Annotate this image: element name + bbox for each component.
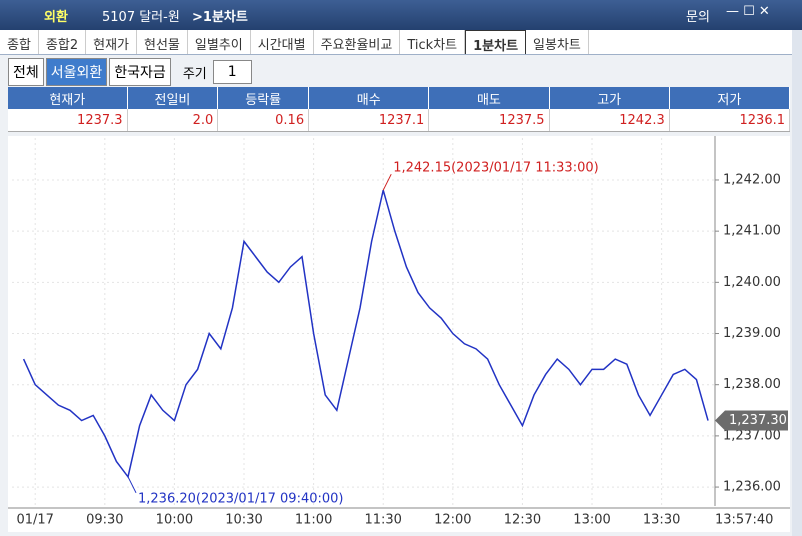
value-cell: 1237.5 <box>428 109 550 132</box>
tab[interactable]: 현재가 <box>86 30 138 54</box>
price-line <box>22 190 709 479</box>
y-tick-label: 1,238.00 <box>723 377 781 392</box>
y-tick-label: 1,237.00 <box>723 428 781 443</box>
header-cell: 매수 <box>308 87 430 109</box>
price-tag <box>715 410 788 431</box>
price-chart: 1,236.00 1,237.00 1,238.00 1,239.00 1,240.00… <box>8 136 790 532</box>
tab[interactable]: 시간대별 <box>251 30 314 54</box>
header-cell: 현재가 <box>8 87 128 109</box>
tab[interactable]: 주요환율비교 <box>314 30 401 54</box>
tab[interactable]: 1분차트 <box>465 30 527 54</box>
quote-table: 현재가 전일비 등락률 매수 매도 고가 저가 1237.3 2.0 0.16 1237.1 1237… <box>8 87 791 132</box>
tab[interactable]: Tick차트 <box>400 30 466 54</box>
x-tick-label: 10:00 <box>156 513 193 528</box>
title-bar: 외환 5107 달러-원 >1분차트 문의 — ☐ ✕ <box>0 0 802 30</box>
x-tick-label: 12:00 <box>434 513 471 528</box>
filter-button[interactable]: 전체 <box>8 58 44 86</box>
filter-bar: 전체 서울외환 한국자금 주기 1 <box>8 58 252 86</box>
x-tick-label: 10:30 <box>225 513 262 528</box>
filter-button[interactable]: 서울외환 <box>45 58 108 86</box>
value-cell: 1237.3 <box>8 109 128 132</box>
code: 5107 달러-원 <box>102 10 180 25</box>
value-cell: 1242.3 <box>549 109 670 132</box>
value-cell: 1237.1 <box>308 109 430 132</box>
window-controls[interactable]: — ☐ ✕ <box>726 4 770 19</box>
x-tick-label: 11:30 <box>364 513 401 528</box>
tab[interactable]: 일별추이 <box>188 30 251 54</box>
x-tick-label: 13:30 <box>643 513 680 528</box>
tab[interactable]: 종합2 <box>39 30 87 54</box>
scroll-strip <box>792 30 802 536</box>
x-tick-label: 09:30 <box>86 513 123 528</box>
last-time: 13:57:40 <box>715 513 773 528</box>
value-cell: 2.0 <box>127 109 219 132</box>
market: 외환 <box>44 10 68 25</box>
header-cell: 고가 <box>549 87 670 109</box>
header-cell: 등락률 <box>217 87 310 109</box>
price-tag-label: 1,237.30 <box>729 413 787 428</box>
annotation-arrow <box>127 476 137 494</box>
filter-button[interactable]: 한국자금 <box>109 58 171 86</box>
period-label: 주기 <box>182 66 207 82</box>
screen-name: >1분차트 <box>192 10 248 25</box>
tab-bar: 종합 종합2 현재가 현선물 일별추이 시간대별 주요환율비교 Tick차트 1분차트 일봉차트 <box>0 30 802 55</box>
tab[interactable]: 일봉차트 <box>526 30 589 54</box>
x-tick-label: 11:00 <box>295 513 332 528</box>
annotation: 1,242.15(2023/01/17 11:33:00) <box>393 161 598 176</box>
annotation-arrow <box>382 173 392 191</box>
value-cell: 1236.1 <box>669 109 791 132</box>
x-tick-label: 13:00 <box>573 513 610 528</box>
period-input[interactable]: 1 <box>212 60 252 84</box>
y-tick-label: 1,242.00 <box>723 172 781 187</box>
y-tick-label: 1,236.00 <box>723 480 781 495</box>
x-tick-label: 01/17 <box>16 513 53 528</box>
tab[interactable]: 종합 <box>0 30 39 54</box>
header-cell: 저가 <box>669 87 791 109</box>
x-tick-label: 12:30 <box>504 513 541 528</box>
y-tick-label: 1,241.00 <box>723 224 781 239</box>
header-cell: 전일비 <box>127 87 219 109</box>
annotation: 1,236.20(2023/01/17 09:40:00) <box>138 491 343 506</box>
header-cell: 매도 <box>428 87 550 109</box>
tab[interactable]: 현선물 <box>137 30 188 54</box>
help[interactable]: 문의 <box>686 10 710 25</box>
y-tick-label: 1,240.00 <box>723 275 781 290</box>
y-tick-label: 1,239.00 <box>723 326 781 341</box>
value-cell: 0.16 <box>217 109 310 132</box>
